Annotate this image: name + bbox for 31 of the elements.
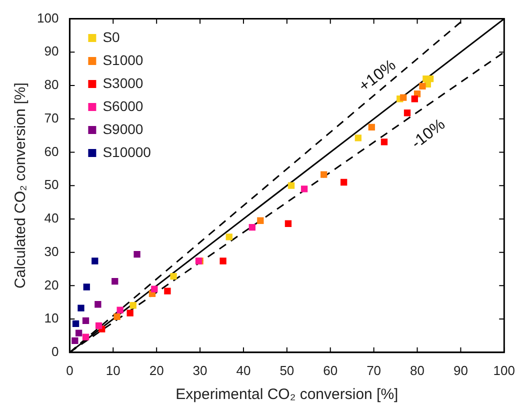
y-tick-label: 10 — [44, 310, 59, 326]
y-tick-label: 40 — [44, 210, 59, 226]
y-tick-label: 70 — [44, 110, 59, 126]
y-tick-label: 50 — [44, 177, 59, 192]
x-axis-title: Experimental CO₂ conversion [%] — [176, 386, 398, 404]
y-tick-label: 30 — [44, 244, 59, 259]
x-tick-label: 100 — [493, 362, 516, 378]
x-tick-label: 50 — [280, 362, 294, 378]
legend-label: S1000 — [102, 52, 144, 68]
x-tick-label: 30 — [192, 362, 208, 378]
x-tick-label: 20 — [149, 362, 164, 378]
y-tick-label: 60 — [44, 144, 59, 159]
y-axis-title: Calculated CO₂ conversion [%] — [12, 82, 30, 289]
y-tick-label: 0 — [51, 344, 59, 359]
x-tick-label: 70 — [366, 362, 382, 378]
x-tick-label: 10 — [106, 362, 120, 378]
x-tick-label: 90 — [453, 362, 468, 378]
legend-label: S9000 — [102, 120, 144, 137]
legend-label: S6000 — [102, 98, 144, 114]
x-tick-label: 60 — [323, 362, 338, 378]
legend-label: S0 — [102, 28, 120, 45]
legend-label: S10000 — [102, 144, 152, 160]
x-tick-label: 40 — [236, 362, 251, 378]
x-tick-label: 0 — [66, 362, 74, 378]
y-tick-label: 80 — [44, 77, 59, 92]
x-tick-label: 80 — [410, 362, 424, 378]
y-tick-label: 100 — [36, 10, 59, 26]
legend-label: S3000 — [102, 74, 144, 91]
y-tick-label: 20 — [44, 277, 59, 292]
annotation: -10% — [408, 116, 449, 152]
y-tick-label: 90 — [44, 44, 59, 59]
